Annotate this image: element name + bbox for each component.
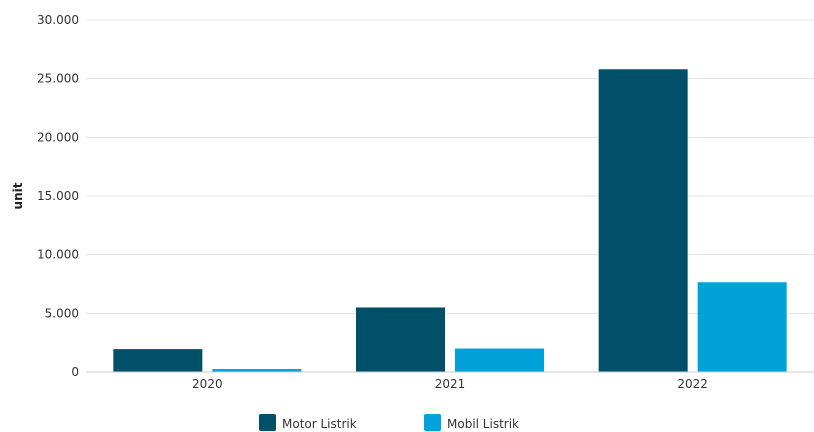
bar-motor-listrik-2021	[356, 307, 445, 372]
x-tick-label: 2022	[677, 377, 708, 391]
y-axis-ticks: 0 5.000 10.000 15.000 20.000 25.000 30.000	[37, 13, 79, 379]
legend-label: Mobil Listrik	[447, 417, 519, 431]
legend-swatch	[259, 414, 276, 431]
y-tick-label: 20.000	[37, 130, 79, 144]
bar-motor-listrik-2020	[113, 349, 203, 372]
bars	[113, 69, 787, 372]
gridlines	[86, 19, 814, 314]
x-axis-ticks: 2020 2021 2022	[192, 377, 708, 391]
legend: Motor Listrik Mobil Listrik	[259, 414, 519, 431]
x-tick-label: 2020	[192, 377, 223, 391]
bar-motor-listrik-2022	[598, 69, 688, 372]
y-tick-label: 5.000	[45, 306, 79, 320]
bar-mobil-listrik-2020	[212, 369, 302, 372]
bar-mobil-listrik-2022	[697, 282, 787, 372]
legend-swatch	[424, 414, 441, 431]
y-tick-label: 0	[71, 365, 79, 379]
y-tick-label: 10.000	[37, 248, 79, 262]
legend-label: Motor Listrik	[282, 417, 357, 431]
y-tick-label: 30.000	[37, 13, 79, 27]
y-tick-label: 15.000	[37, 189, 79, 203]
y-axis-label: unit	[11, 182, 25, 209]
y-tick-label: 25.000	[37, 72, 79, 86]
x-tick-label: 2021	[435, 377, 466, 391]
bar-mobil-listrik-2021	[455, 348, 544, 372]
